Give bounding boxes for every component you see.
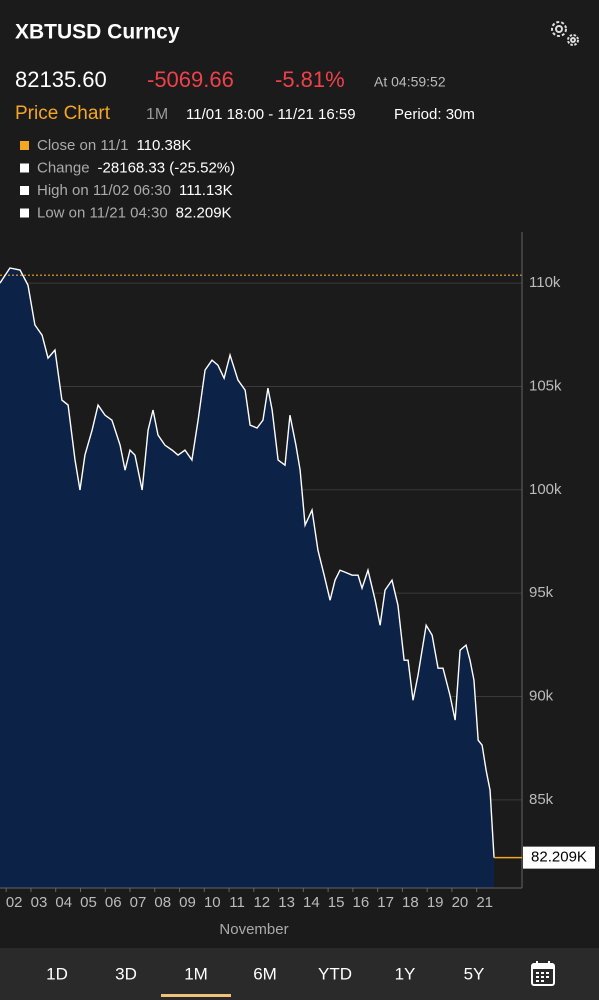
legend-swatch bbox=[20, 186, 29, 195]
y-tick-label: 85k bbox=[529, 791, 554, 808]
y-tick-label: 105k bbox=[529, 377, 562, 394]
legend-swatch bbox=[20, 163, 29, 173]
legend-label: Change bbox=[37, 159, 90, 176]
legend-swatch bbox=[20, 208, 29, 218]
legend-value: 110.38K bbox=[136, 137, 191, 154]
tab[interactable]: 1M bbox=[184, 964, 208, 983]
x-tick-label: 14 bbox=[303, 894, 320, 911]
tab[interactable]: 6M bbox=[253, 964, 277, 983]
x-tick-label: 09 bbox=[179, 894, 196, 911]
x-tick-label: 07 bbox=[130, 894, 147, 911]
legend-swatch bbox=[20, 141, 29, 150]
period: Period: 30m bbox=[394, 106, 475, 123]
area bbox=[0, 267, 495, 889]
tab[interactable]: YTD bbox=[318, 964, 352, 983]
y-tick-label: 100k bbox=[529, 481, 562, 498]
x-tick-label: 13 bbox=[278, 894, 295, 911]
legend-label: Close on 11/1 bbox=[37, 137, 128, 154]
x-tick-label: 15 bbox=[328, 894, 345, 911]
x-tick-label: 16 bbox=[353, 894, 370, 911]
settings-icon[interactable] bbox=[551, 21, 579, 46]
last-value-label: 82.209K bbox=[531, 849, 587, 866]
y-tick-label: 110k bbox=[529, 274, 561, 291]
x-tick-label: 03 bbox=[31, 894, 48, 911]
x-tick-label: 21 bbox=[476, 894, 493, 911]
last-value-box bbox=[523, 846, 595, 869]
x-tick-label: 06 bbox=[105, 894, 122, 911]
range: 1M bbox=[146, 106, 168, 123]
x-tick-label: 19 bbox=[427, 894, 444, 911]
x-tick-label: 18 bbox=[402, 894, 419, 911]
tab[interactable]: 5Y bbox=[464, 964, 485, 983]
change-pct: -5.81% bbox=[275, 67, 345, 92]
tab-bar bbox=[0, 948, 599, 1000]
legend-label: Low on 11/21 04:30 bbox=[37, 204, 168, 221]
price-line bbox=[0, 267, 495, 858]
x-tick-label: 10 bbox=[204, 894, 221, 911]
time: At 04:59:52 bbox=[374, 74, 446, 90]
calendar-icon[interactable] bbox=[531, 961, 555, 986]
tab[interactable]: 1D bbox=[46, 964, 68, 983]
tab[interactable]: 3D bbox=[115, 964, 137, 983]
y-tick-label: 95k bbox=[529, 584, 554, 601]
legend-label: High on 11/02 06:30 bbox=[37, 182, 171, 199]
x-tick-label: 05 bbox=[80, 894, 97, 911]
x-axis-label: November bbox=[219, 921, 288, 938]
x-tick-label: 04 bbox=[55, 894, 72, 911]
x-tick-label: 12 bbox=[253, 894, 270, 911]
x-tick-label: 08 bbox=[154, 894, 171, 911]
tab-underline bbox=[161, 994, 231, 997]
section-title: Price Chart bbox=[15, 103, 111, 124]
price: 82135.60 bbox=[15, 67, 107, 92]
title: XBTUSD Curncy bbox=[15, 21, 180, 44]
dates: 11/01 18:00 - 11/21 16:59 bbox=[186, 106, 356, 123]
x-tick-label: 20 bbox=[452, 894, 469, 911]
tab[interactable]: 1Y bbox=[395, 964, 416, 983]
legend-value: 111.13K bbox=[179, 182, 233, 199]
x-tick-label: 17 bbox=[377, 894, 394, 911]
legend-value: 82.209K bbox=[176, 204, 232, 221]
change: -5069.66 bbox=[147, 67, 234, 92]
y-tick-label: 90k bbox=[529, 688, 554, 705]
x-tick-label: 02 bbox=[6, 894, 23, 911]
x-tick-label: 11 bbox=[229, 894, 245, 911]
legend-value: -28168.33 (-25.52%) bbox=[98, 159, 236, 176]
